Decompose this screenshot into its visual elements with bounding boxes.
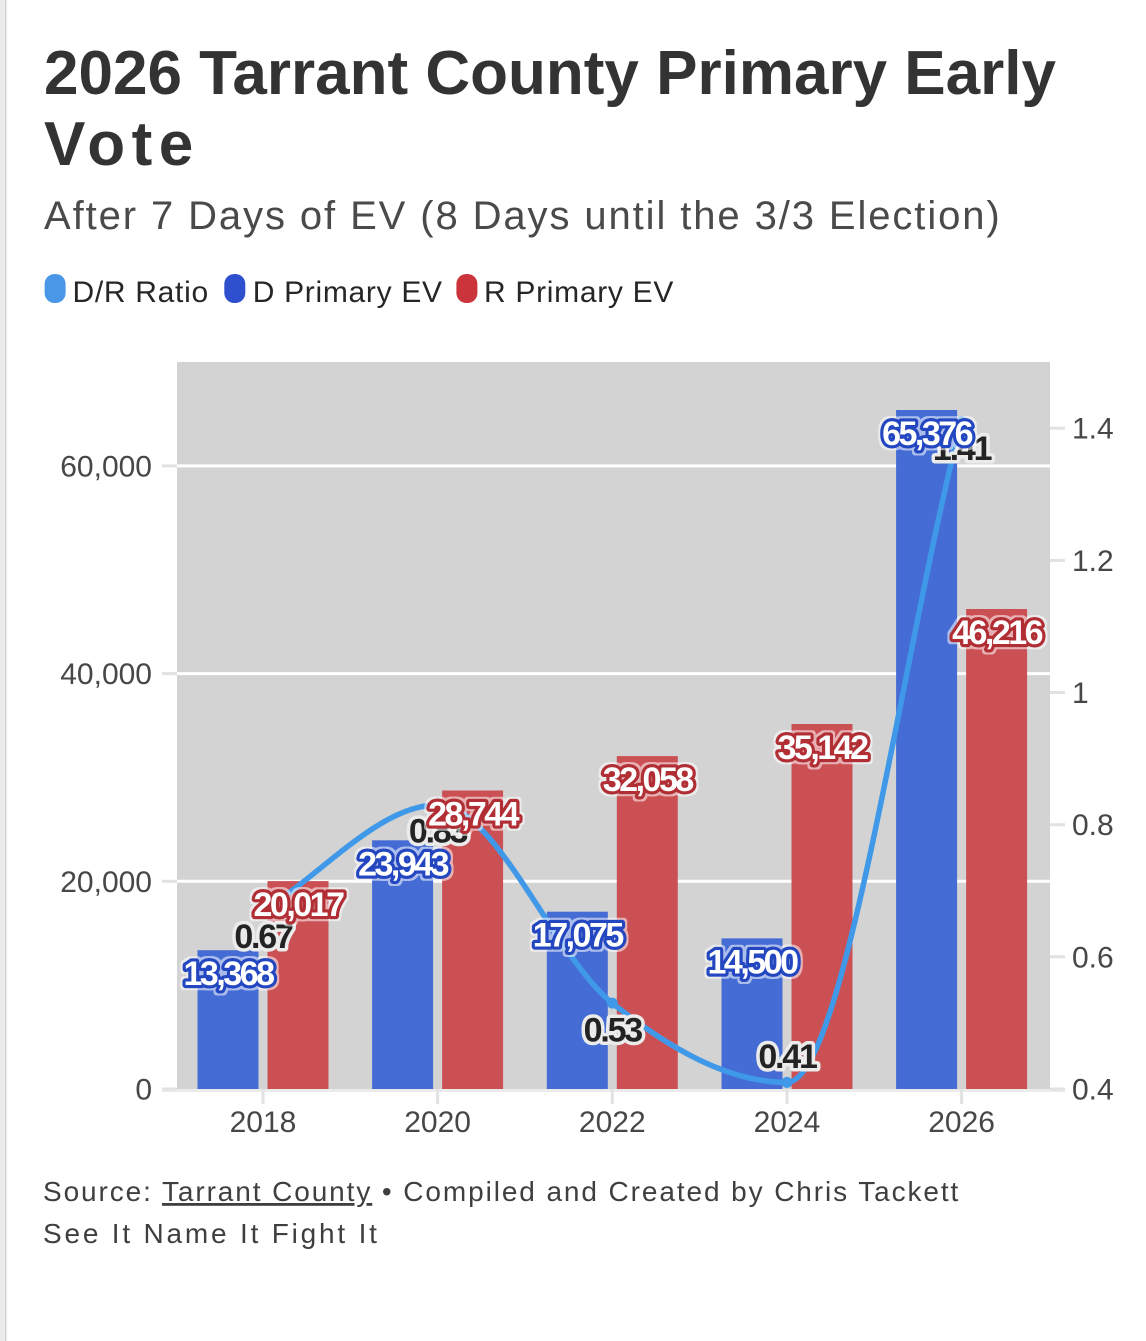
svg-text:D/R Ratio: D/R Ratio xyxy=(73,276,209,309)
svg-text:60,000: 60,000 xyxy=(60,450,152,483)
svg-text:20,017: 20,017 xyxy=(254,886,345,924)
svg-text:14,500: 14,500 xyxy=(708,943,799,981)
svg-text:28,744: 28,744 xyxy=(428,796,520,834)
svg-text:0.8: 0.8 xyxy=(1072,809,1114,842)
svg-text:1.2: 1.2 xyxy=(1072,545,1114,578)
svg-text:R Primary EV: R Primary EV xyxy=(484,276,674,309)
svg-text:After 7 Days of EV (8 Days unt: After 7 Days of EV (8 Days until the 3/3… xyxy=(44,194,1002,238)
svg-text:See It Name It Fight It: See It Name It Fight It xyxy=(43,1218,380,1249)
svg-text:46,216: 46,216 xyxy=(952,614,1043,652)
svg-text:2026 Tarrant County Primary Ea: 2026 Tarrant County Primary Early xyxy=(44,39,1056,108)
svg-text:17,075: 17,075 xyxy=(533,917,624,955)
svg-text:Vote: Vote xyxy=(44,110,200,179)
svg-text:0.41: 0.41 xyxy=(758,1038,817,1076)
svg-text:65,376: 65,376 xyxy=(882,415,973,453)
svg-text:20,000: 20,000 xyxy=(60,866,152,899)
svg-text:2020: 2020 xyxy=(404,1106,471,1139)
svg-text:23,943: 23,943 xyxy=(358,845,449,883)
svg-text:2024: 2024 xyxy=(754,1106,821,1139)
svg-text:0.53: 0.53 xyxy=(584,1012,643,1050)
svg-text:1: 1 xyxy=(1072,677,1089,710)
svg-text:2026: 2026 xyxy=(928,1106,995,1139)
svg-text:32,058: 32,058 xyxy=(603,761,694,799)
svg-text:0.4: 0.4 xyxy=(1072,1074,1114,1107)
svg-text:40,000: 40,000 xyxy=(60,658,152,691)
svg-text:1.41: 1.41 xyxy=(933,430,992,468)
svg-text:13,368: 13,368 xyxy=(184,955,275,993)
svg-text:0.67: 0.67 xyxy=(234,918,293,956)
svg-text:35,142: 35,142 xyxy=(778,729,869,767)
svg-text:D Primary EV: D Primary EV xyxy=(253,276,443,309)
svg-text:2018: 2018 xyxy=(230,1106,297,1139)
svg-text:Source: Tarrant County • Compi: Source: Tarrant County • Compiled and Cr… xyxy=(43,1176,960,1207)
svg-text:0.83: 0.83 xyxy=(409,812,468,850)
svg-text:2022: 2022 xyxy=(579,1106,646,1139)
svg-text:0.6: 0.6 xyxy=(1072,941,1114,974)
svg-text:0: 0 xyxy=(135,1074,152,1107)
svg-text:1.4: 1.4 xyxy=(1072,413,1114,446)
